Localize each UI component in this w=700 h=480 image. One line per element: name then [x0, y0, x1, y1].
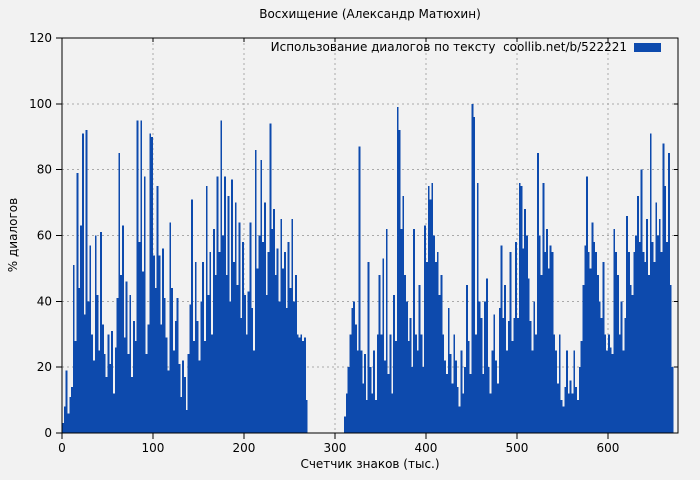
y-tick-label: 60	[37, 229, 52, 243]
x-tick-label: 500	[505, 441, 528, 455]
bars	[62, 103, 674, 434]
y-tick-label: 20	[37, 360, 52, 374]
x-tick-label: 400	[415, 441, 438, 455]
y-tick-label: 0	[44, 426, 52, 440]
y-tick-label: 80	[37, 163, 52, 177]
gridlines	[62, 38, 678, 433]
y-tick-label: 120	[29, 31, 52, 45]
y-axis-label: % диалогов	[6, 197, 20, 273]
y-tick-label: 40	[37, 294, 52, 308]
chart-title: Восхищение (Александр Матюхин)	[259, 7, 481, 21]
legend: Использование диалогов по тексту coollib…	[271, 40, 661, 54]
y-tick-label: 100	[29, 97, 52, 111]
x-tick-label: 100	[142, 441, 165, 455]
legend-label: Использование диалогов по тексту coollib…	[270, 40, 627, 54]
legend-swatch	[634, 42, 661, 52]
x-tick-label: 0	[58, 441, 66, 455]
x-axis-label: Счетчик знаков (тыс.)	[300, 457, 440, 471]
x-tick-label: 200	[233, 441, 256, 455]
axis-ticks	[56, 37, 678, 439]
x-tick-label: 300	[324, 441, 347, 455]
x-tick-label: 600	[596, 441, 619, 455]
tick-labels: 0 100 200 300 400 500 600 0 20 40 60 80 100 120	[29, 31, 619, 455]
